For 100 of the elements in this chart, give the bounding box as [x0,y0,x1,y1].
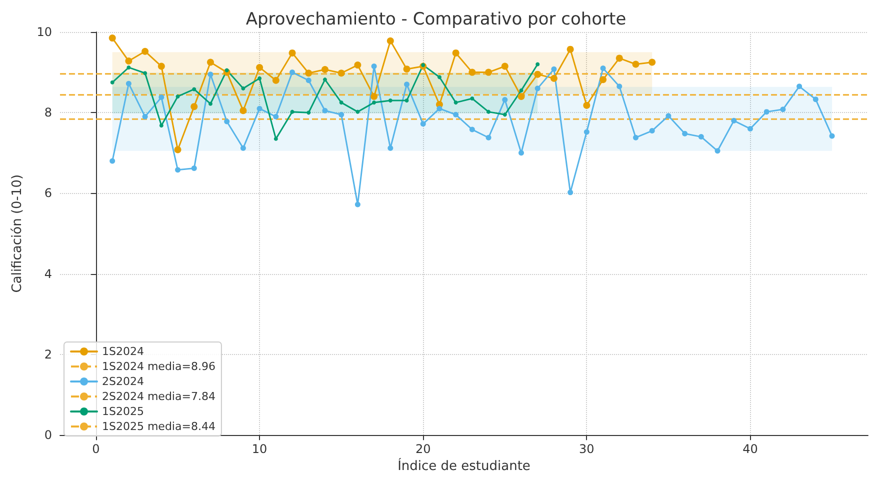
y-tick-label: 2 [44,347,52,362]
y-tick-label: 6 [44,186,52,200]
point [501,62,508,70]
x-tick-label: 30 [579,442,594,456]
point [453,112,459,118]
point [829,133,835,139]
point [502,112,507,117]
point [338,112,344,118]
point [110,158,116,164]
point [240,145,246,151]
point [322,108,328,114]
point [274,136,278,141]
point [321,66,328,73]
point [125,58,132,65]
point [551,66,557,72]
point [354,62,362,69]
point [126,65,131,70]
point [486,134,492,140]
point [272,76,280,84]
point [339,100,344,105]
point [649,128,655,134]
point [436,106,442,112]
point [191,166,197,171]
point [698,134,704,140]
point [470,96,474,101]
point [108,34,116,42]
point [584,129,590,135]
point [208,72,214,78]
point [126,80,132,86]
point [388,145,394,151]
y-tick-label: 10 [36,25,52,39]
point [502,96,508,102]
x-axis-title: Índice de estudiante [398,457,530,474]
point [258,76,262,80]
point [208,102,212,106]
point [731,118,737,124]
x-tick-label: 0 [92,442,100,456]
point [536,62,540,66]
chart-title: Aprovechamiento - Comparativo por cohorte [246,10,626,30]
point [648,58,656,66]
point [306,110,311,115]
point [224,118,230,124]
legend-label: 1S2024 [102,345,144,358]
point [288,49,296,56]
point [176,94,180,98]
point [175,167,181,173]
legend-label: 1S2025 media=8.44 [102,420,216,433]
point [421,63,426,68]
point [454,100,458,105]
point [452,49,460,56]
point [290,110,294,114]
point [273,114,279,120]
x-tick-label: 10 [252,442,268,456]
x-tick-label: 40 [742,442,758,456]
point [566,46,574,53]
point [306,78,312,84]
point [632,60,640,68]
point [600,66,606,72]
point [370,93,378,100]
point [747,126,753,132]
point [468,68,476,76]
point [812,96,818,102]
point [616,84,622,90]
point [666,113,672,119]
point [632,134,638,140]
point [519,88,524,92]
point [682,130,688,136]
point [290,70,296,76]
legend-label: 1S2025 [102,405,144,418]
point [386,37,394,44]
point [159,124,164,128]
point [404,82,410,88]
point [240,107,247,114]
point [796,84,802,90]
point [518,93,525,100]
point [780,106,786,112]
point [518,150,524,156]
legend-label: 1S2024 media=8.96 [102,360,216,373]
point [158,62,165,70]
point [600,76,607,84]
point [714,148,720,154]
point [224,68,229,72]
point [534,86,540,92]
point [174,146,182,154]
point [437,75,442,80]
point [158,94,164,100]
point [142,48,149,55]
point [469,126,475,132]
point [322,78,327,82]
point [485,68,492,76]
legend-label: 2S2024 [102,375,144,388]
point [338,70,345,77]
y-axis-title: Calificación (0-10) [10,174,25,293]
point [764,109,770,115]
point [486,110,491,114]
point [110,80,114,84]
point [256,64,264,71]
point [256,106,262,112]
point [206,58,214,66]
point [404,98,409,103]
